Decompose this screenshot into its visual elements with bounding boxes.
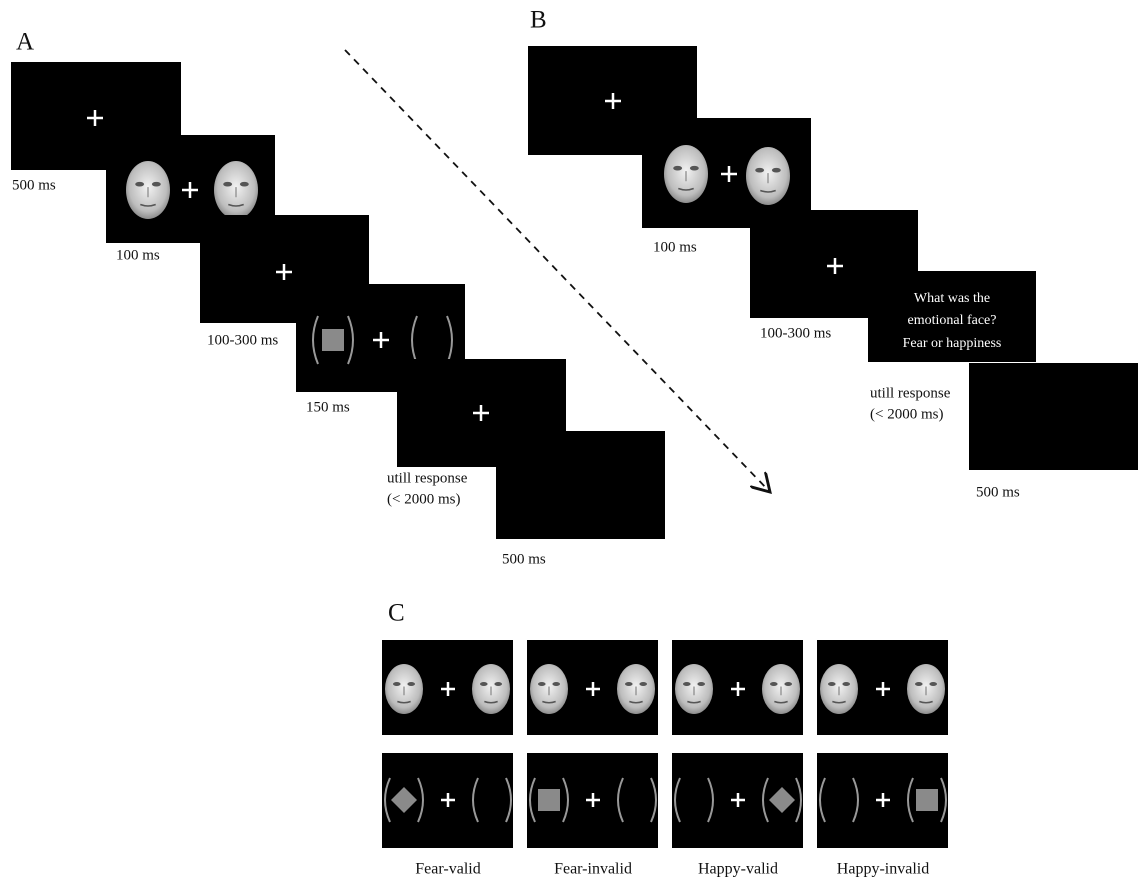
face-eye [494, 682, 502, 686]
caption: 500 ms [12, 177, 56, 193]
face-eye [538, 682, 546, 686]
caption: Fear-valid [415, 861, 480, 878]
caption: 100-300 ms [760, 325, 831, 341]
caption: 150 ms [306, 399, 350, 415]
screen [496, 431, 665, 539]
cue-square [916, 789, 938, 811]
face-eye [152, 182, 161, 187]
face-eye [683, 682, 691, 686]
panel-label: A [16, 29, 34, 56]
caption: 500 ms [976, 484, 1020, 500]
caption: utill response [387, 470, 468, 486]
face-eye [639, 682, 647, 686]
screen [969, 363, 1138, 470]
caption: utill response [870, 385, 951, 401]
face-eye [135, 182, 144, 187]
caption: 500 ms [502, 551, 546, 567]
caption: Happy-valid [698, 861, 778, 878]
caption: 100 ms [116, 247, 160, 263]
face-eye [690, 166, 699, 171]
face-eye [772, 168, 781, 173]
caption: What was the [914, 291, 990, 306]
face-eye [697, 682, 705, 686]
panel-label: B [530, 7, 547, 34]
caption: emotional face? [907, 313, 996, 328]
cue-square [322, 329, 344, 351]
face-eye [673, 166, 682, 171]
face-eye [929, 682, 937, 686]
caption: 100-300 ms [207, 332, 278, 348]
face-eye [842, 682, 850, 686]
figure: A B C 500 ms 100 ms 100-300 ms 150 ms 500 ms… [0, 0, 1143, 883]
face-eye [828, 682, 836, 686]
face-eye [915, 682, 923, 686]
face-eye [784, 682, 792, 686]
face-eye [407, 682, 415, 686]
face-eye [552, 682, 560, 686]
face-eye [625, 682, 633, 686]
face-eye [770, 682, 778, 686]
panel-label: C [388, 600, 405, 627]
face-eye [755, 168, 764, 173]
caption: Happy-invalid [837, 861, 929, 878]
caption: Fear or happiness [903, 336, 1002, 351]
caption: (< 2000 ms) [387, 491, 460, 507]
caption: (< 2000 ms) [870, 406, 943, 422]
face-eye [223, 182, 232, 187]
face-eye [393, 682, 401, 686]
cue-square [538, 789, 560, 811]
face-eye [480, 682, 488, 686]
face-eye [240, 182, 249, 187]
caption: 100 ms [653, 239, 697, 255]
caption: Fear-invalid [554, 861, 632, 878]
